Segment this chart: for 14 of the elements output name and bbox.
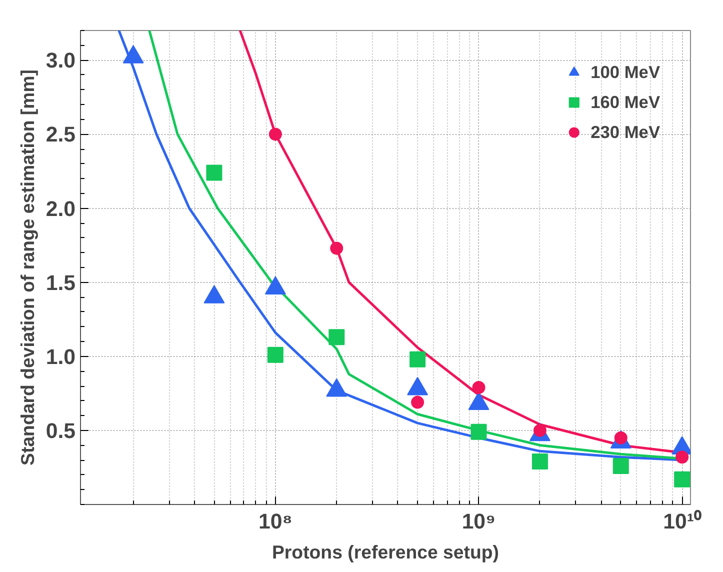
legend-label: 100 MeV <box>590 62 660 82</box>
y-tick-label: 2.0 <box>46 196 76 221</box>
y-tick-label: 2.5 <box>46 122 76 147</box>
y-axis-title: Standard deviation of range estimation [mm] <box>16 70 38 466</box>
y-tick-label: 1.0 <box>46 344 76 369</box>
x-tick-label: 10⁹ <box>462 510 496 534</box>
y-tick-label: 1.5 <box>46 270 76 295</box>
legend-label: 230 MeV <box>590 122 660 142</box>
y-tick-label: 3.0 <box>46 48 76 73</box>
x-tick-label: 10¹⁰ <box>663 510 702 534</box>
x-tick-label: 10⁸ <box>258 510 292 534</box>
y-tick-label: 0.5 <box>46 418 76 443</box>
x-axis-title: Protons (reference setup) <box>272 542 500 562</box>
legend-label: 160 MeV <box>590 92 660 112</box>
